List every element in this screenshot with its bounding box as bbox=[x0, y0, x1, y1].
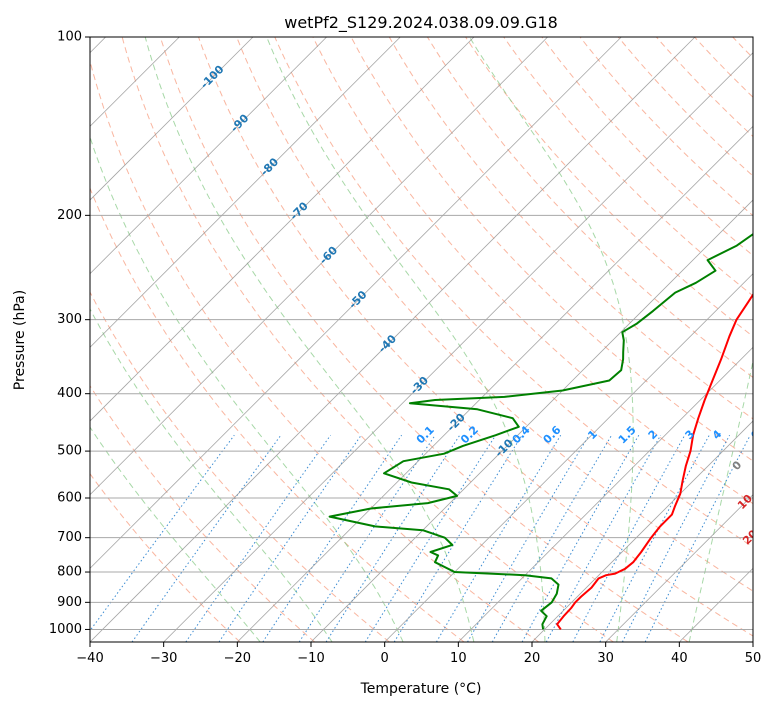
y-tick-label: 500 bbox=[57, 444, 82, 459]
x-tick-label: −30 bbox=[150, 651, 177, 666]
y-tick-label: 700 bbox=[57, 530, 82, 545]
x-tick-label: −40 bbox=[76, 651, 103, 666]
dry-adiabat bbox=[90, 291, 390, 642]
dry-adiabat bbox=[90, 384, 316, 642]
mixing-ratio-line bbox=[521, 434, 640, 642]
profiles bbox=[328, 232, 753, 630]
isotherm-line bbox=[90, 37, 548, 496]
dry-adiabat bbox=[90, 186, 465, 642]
dry-adiabat bbox=[236, 37, 753, 592]
isotherm-line bbox=[458, 346, 753, 642]
x-axis-label: Temperature (°C) bbox=[360, 681, 482, 697]
isotherm-line bbox=[310, 199, 753, 642]
isotherm-line bbox=[163, 52, 753, 642]
mixing-ratio-line bbox=[218, 434, 362, 642]
mixing-ratio-line bbox=[491, 434, 613, 642]
axes: −40 −30 −20 −10 0 10 20 30 40 50 1000 900 800 700 600 5… bbox=[49, 30, 761, 667]
mixing-ratio-line bbox=[572, 434, 686, 642]
mixing-ratio-line bbox=[90, 434, 235, 632]
moist-adiabat bbox=[90, 308, 333, 642]
moist-adiabat bbox=[144, 37, 475, 642]
mixing-ratio-line bbox=[325, 434, 461, 642]
dewpoint-line bbox=[328, 232, 753, 630]
x-tick-label: 20 bbox=[524, 651, 541, 666]
mixing-ratio-line bbox=[621, 434, 731, 642]
dry-adiabat bbox=[198, 37, 753, 637]
mixing-ratio-line bbox=[364, 434, 497, 642]
mixing-ratio-line bbox=[435, 434, 562, 642]
isotherm-line bbox=[237, 125, 753, 642]
grid bbox=[90, 37, 753, 642]
y-tick-label: 900 bbox=[57, 595, 82, 610]
y-tick-label: 200 bbox=[57, 208, 82, 223]
x-tick-label: 30 bbox=[597, 651, 614, 666]
isotherm-line bbox=[531, 420, 753, 642]
x-tick-label: 50 bbox=[745, 651, 762, 666]
isotherm-line bbox=[605, 494, 753, 642]
dry-adiabat bbox=[312, 37, 753, 505]
isotherm-line bbox=[90, 37, 254, 201]
x-tick-label: 10 bbox=[450, 651, 467, 666]
isotherm-line bbox=[90, 37, 401, 348]
dry-adiabat bbox=[426, 37, 753, 378]
dry-adiabat bbox=[90, 59, 540, 642]
moist-adiabat bbox=[90, 135, 404, 642]
mixing-ratio-line bbox=[545, 434, 662, 642]
mixing-ratio-line bbox=[467, 434, 590, 642]
mixing-ratio-line bbox=[644, 434, 751, 642]
x-tick-label: 40 bbox=[671, 651, 688, 666]
isotherm-line bbox=[90, 37, 327, 275]
plot-frame bbox=[89, 36, 754, 643]
isotherm-line bbox=[90, 37, 475, 422]
y-tick-label: 400 bbox=[57, 386, 82, 401]
isotherm-line bbox=[384, 273, 753, 642]
moist-adiabat bbox=[266, 37, 546, 642]
chart-title: wetPf2_S129.2024.038.09.09.G18 bbox=[284, 13, 558, 33]
dry-adiabat bbox=[159, 37, 689, 642]
isotherm-line bbox=[90, 37, 696, 642]
x-tick-label: −20 bbox=[224, 651, 251, 666]
dry-adiabat bbox=[274, 37, 753, 548]
y-tick-label: 100 bbox=[57, 30, 82, 45]
moist-adiabat bbox=[688, 358, 753, 642]
y-tick-label: 600 bbox=[57, 491, 82, 506]
y-axis-label: Pressure (hPa) bbox=[12, 290, 28, 390]
mixing-ratio-line bbox=[185, 434, 332, 642]
y-tick-label: 300 bbox=[57, 312, 82, 327]
mixing-ratio-label: 6 bbox=[748, 427, 763, 442]
temperature-line bbox=[556, 292, 753, 630]
isotherm-line bbox=[90, 37, 622, 569]
y-tick-label: 1000 bbox=[49, 622, 82, 637]
dry-adiabat bbox=[121, 37, 614, 642]
background-lines bbox=[90, 37, 753, 642]
dry-adiabat bbox=[388, 37, 753, 420]
x-tick-label: −10 bbox=[297, 651, 324, 666]
dry-adiabat bbox=[503, 37, 753, 297]
moist-adiabat bbox=[90, 426, 261, 642]
y-tick-label: 800 bbox=[57, 565, 82, 580]
dry-adiabat bbox=[617, 37, 753, 177]
x-tick-label: 0 bbox=[381, 651, 389, 666]
